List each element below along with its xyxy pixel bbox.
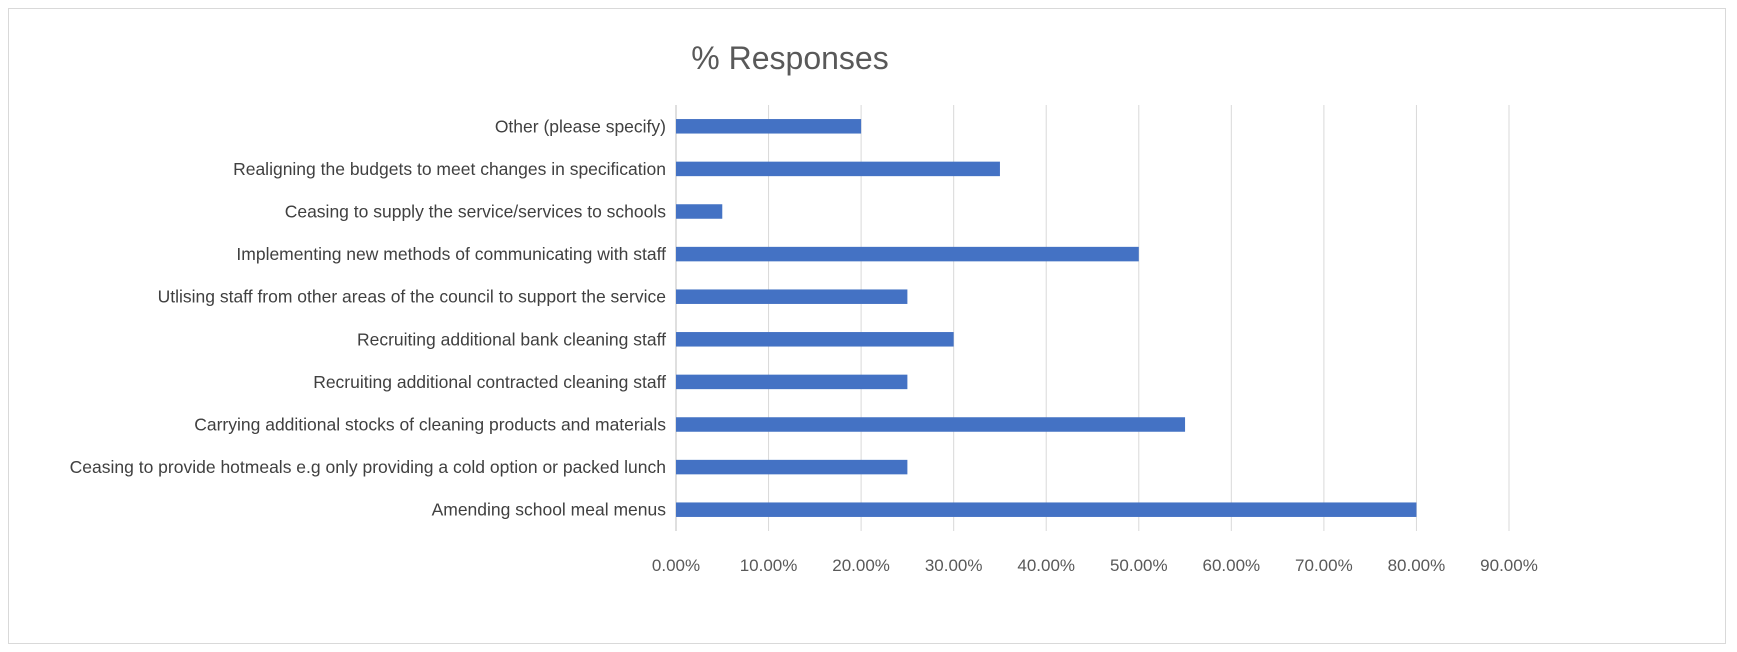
- category-label: Ceasing to provide hotmeals e.g only pro…: [70, 457, 666, 477]
- x-tick-label: 40.00%: [1017, 556, 1075, 575]
- bar: [676, 459, 908, 475]
- x-axis-tick-labels: 0.00% 10.00% 20.00% 30.00% 40.00% 50.00% 60.00…: [652, 556, 1538, 575]
- x-tick-label: 10.00%: [740, 556, 798, 575]
- category-label: Recruiting additional bank cleaning staf…: [357, 329, 666, 349]
- x-tick-label: 80.00%: [1388, 556, 1446, 575]
- chart-frame: % Responses Other (please specify) Realig…: [8, 8, 1726, 644]
- category-label: Amending school meal menus: [432, 500, 667, 520]
- category-labels: Other (please specify) Realigning the bud…: [70, 116, 667, 519]
- bar: [676, 119, 862, 134]
- x-tick-label: 70.00%: [1295, 556, 1353, 575]
- bar-chart: % Responses Other (please specify) Realig…: [70, 40, 1538, 575]
- x-tick-label: 60.00%: [1202, 556, 1260, 575]
- bar: [676, 246, 1139, 262]
- bar: [676, 332, 954, 347]
- bars: [676, 119, 1417, 517]
- category-label: Ceasing to supply the service/services t…: [285, 202, 667, 222]
- x-tick-label: 0.00%: [652, 556, 700, 575]
- bar: [676, 374, 908, 390]
- x-tick-label: 90.00%: [1480, 556, 1538, 575]
- bar: [676, 502, 1417, 517]
- category-label: Recruiting additional contracted cleanin…: [313, 372, 666, 392]
- bar: [676, 161, 1000, 177]
- category-label: Utlising staff from other areas of the c…: [158, 287, 666, 307]
- x-tick-label: 30.00%: [925, 556, 983, 575]
- category-label: Carrying additional stocks of cleaning p…: [194, 415, 666, 435]
- category-label: Other (please specify): [495, 116, 666, 136]
- bar: [676, 204, 723, 219]
- bar: [676, 289, 908, 304]
- category-label: Realigning the budgets to meet changes i…: [233, 159, 666, 179]
- bar: [676, 417, 1186, 432]
- chart-title: % Responses: [691, 40, 888, 76]
- x-tick-label: 50.00%: [1110, 556, 1168, 575]
- category-label: Implementing new methods of communicatin…: [236, 244, 666, 264]
- x-tick-label: 20.00%: [832, 556, 890, 575]
